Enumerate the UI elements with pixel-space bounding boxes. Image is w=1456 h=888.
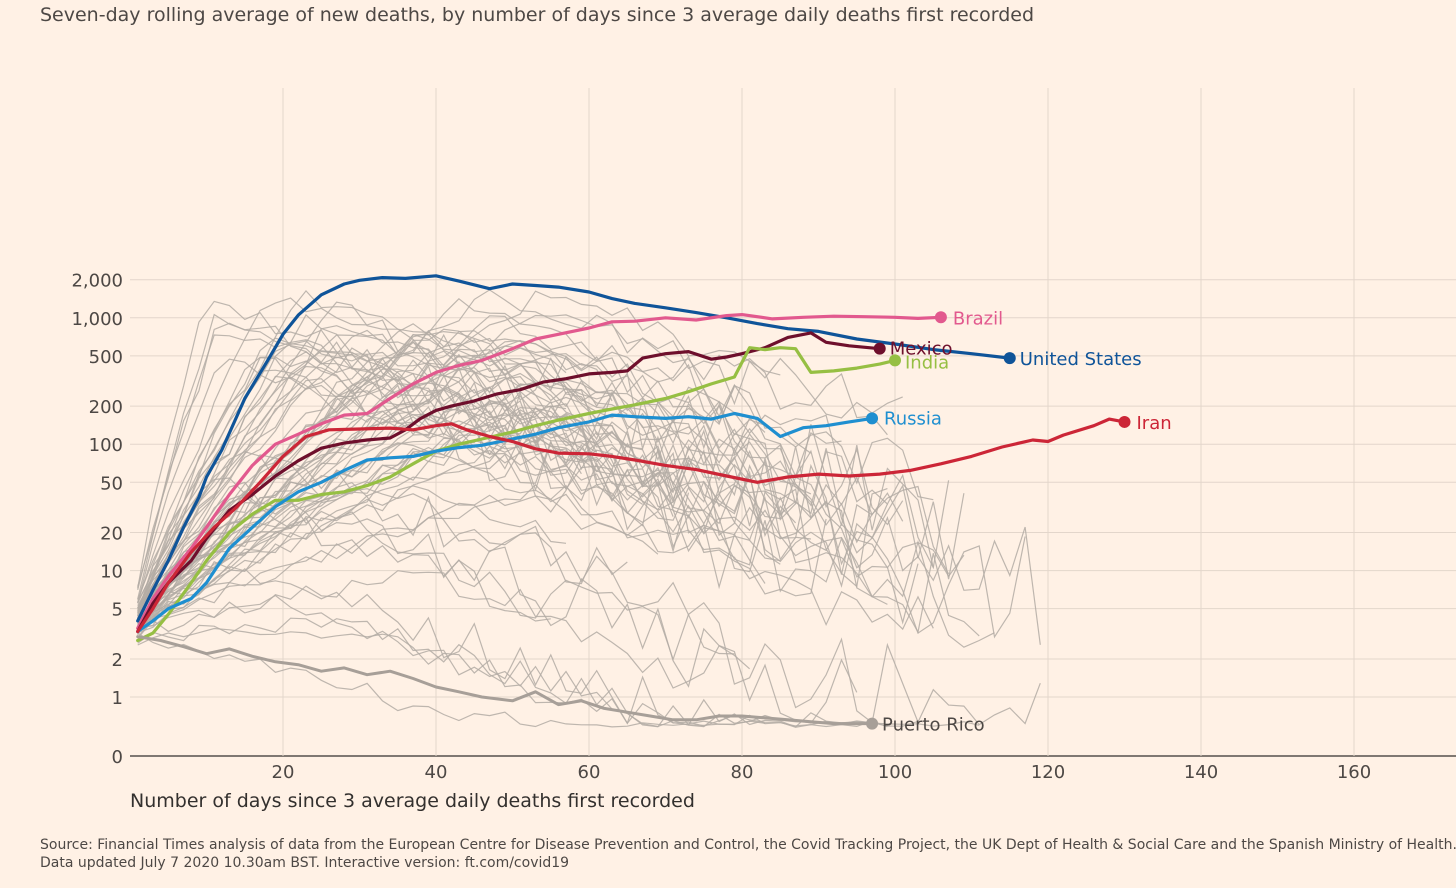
other-country-line (137, 301, 766, 611)
series-label: Iran (1137, 413, 1172, 434)
series-line-russia (136, 411, 874, 634)
other-country-line (137, 494, 659, 623)
other-country-line (137, 481, 1041, 726)
series-label: India (905, 352, 949, 373)
chart-title: Seven-day rolling average of new deaths,… (40, 4, 1035, 26)
x-tick-label: 120 (1031, 762, 1065, 783)
other-country-line (137, 327, 567, 617)
y-tick-label: 1 (112, 688, 123, 709)
series-end-dot (866, 717, 879, 730)
series-end-dot (873, 342, 886, 355)
series-end-dot (866, 412, 879, 425)
other-country-line (137, 356, 720, 601)
other-country-line (137, 347, 797, 617)
other-country-line (137, 477, 858, 724)
y-tick-label: 1,000 (71, 309, 123, 330)
other-country-line (137, 350, 965, 617)
series-line-mexico (136, 331, 882, 634)
y-tick-label: 10 (100, 562, 123, 583)
other-country-line (137, 350, 888, 615)
other-country-line (137, 442, 567, 629)
other-country-line (137, 570, 750, 689)
series-end-dot (934, 311, 947, 324)
series-label: Brazil (953, 308, 1003, 329)
y-tick-label: 2 (112, 650, 123, 671)
x-tick-label: 40 (425, 762, 448, 783)
other-country-line (137, 362, 812, 620)
y-tick-label: 50 (100, 473, 123, 494)
y-tick-label: 2,000 (71, 271, 123, 292)
x-tick-label: 100 (878, 762, 912, 783)
other-country-line (137, 334, 781, 600)
x-axis-ticks: 20 40 60 80 100 120 140 160 (272, 762, 1372, 783)
x-tick-label: 20 (272, 762, 295, 783)
other-country-line (137, 495, 551, 622)
series-line-iran (136, 417, 1127, 634)
y-tick-label: 500 (89, 347, 123, 368)
background-country-lines (137, 289, 1041, 728)
grid (130, 88, 1456, 757)
other-country-line (137, 315, 812, 623)
other-country-line (137, 328, 613, 621)
source-line-1: Source: Financial Times analysis of data… (40, 837, 1456, 853)
other-country-line (137, 330, 812, 619)
other-country-line (137, 333, 950, 625)
other-country-line (137, 627, 888, 728)
source-line-2: Data updated July 7 2020 10.30am BST. In… (40, 855, 570, 871)
x-axis-label: Number of days since 3 average daily dea… (130, 790, 695, 812)
other-country-line (137, 339, 934, 628)
y-tick-label: 20 (100, 524, 123, 545)
other-country-line (137, 378, 995, 648)
other-country-line (137, 451, 628, 609)
other-country-line (137, 428, 919, 635)
y-tick-label: 200 (89, 397, 123, 418)
other-country-line (137, 406, 643, 636)
series-end-dot (1003, 352, 1016, 365)
x-tick-label: 140 (1184, 762, 1218, 783)
y-axis-ticks: 0 1 2 5 10 20 50 100 200 500 1,000 2,000 (71, 271, 123, 768)
x-tick-label: 60 (578, 762, 601, 783)
other-country-line (137, 289, 934, 612)
series-line-india (136, 346, 897, 643)
other-country-line (137, 594, 827, 728)
series-label: Puerto Rico (882, 715, 985, 736)
other-country-line (137, 617, 919, 728)
series-line-puerto-rico (136, 635, 874, 726)
x-tick-label: 80 (731, 762, 754, 783)
other-country-line (137, 632, 766, 728)
other-country-line (137, 297, 613, 603)
other-country-line (137, 375, 781, 612)
other-country-line (137, 300, 689, 589)
other-country-line (137, 416, 674, 627)
source-note: Source: Financial Times analysis of data… (40, 836, 1456, 872)
other-country-line (137, 290, 903, 627)
series-end-dot (889, 354, 901, 367)
y-tick-label: 0 (112, 747, 123, 768)
x-tick-label: 160 (1337, 762, 1371, 783)
other-country-line (137, 409, 598, 620)
series-line-united-states (136, 274, 1012, 623)
y-tick-label: 5 (112, 600, 123, 621)
series-line-brazil (136, 313, 943, 630)
other-country-line (137, 434, 965, 629)
series-label: Russia (884, 408, 942, 429)
series-label: Mexico (890, 339, 953, 360)
other-country-line (137, 329, 950, 616)
other-country-line (137, 483, 934, 634)
series-end-dot (1118, 415, 1131, 428)
series-label: United States (1020, 349, 1142, 370)
y-tick-label: 100 (89, 435, 123, 456)
other-country-line (137, 372, 904, 631)
other-country-line (137, 374, 1041, 645)
highlighted-series (136, 274, 1131, 730)
